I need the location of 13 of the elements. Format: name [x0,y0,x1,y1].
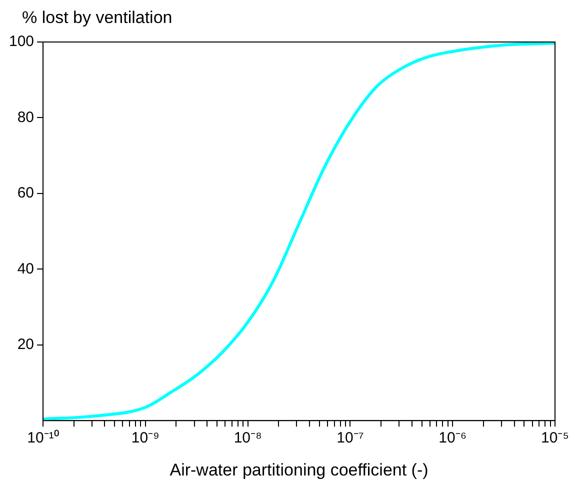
x-tick-label: 10⁻⁹ [131,430,160,447]
x-tick-label: 10⁻¹⁰ [27,430,59,447]
x-tick-label: 10⁻⁵ [541,430,569,447]
x-axis-title: Air-water partitioning coefficient (-) [170,460,428,480]
x-tick-label: 10⁻⁶ [438,430,467,447]
y-tick-label: 20 [17,336,34,354]
y-tick-label: 40 [17,260,34,278]
y-tick-label: 100 [8,33,34,50]
y-tick-label: 60 [17,184,34,202]
x-tick-label: 10⁻⁸ [234,430,262,447]
y-tick-label: 80 [17,108,34,126]
y-axis-title: % lost by ventilation [22,8,172,28]
x-tick-label: 10⁻⁷ [336,430,364,447]
